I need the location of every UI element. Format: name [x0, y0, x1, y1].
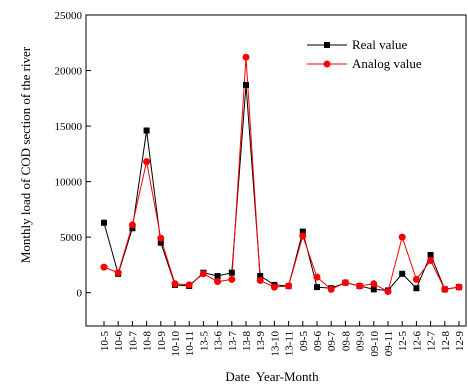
- analog-value-point: [185, 281, 193, 289]
- x-tick-label: 12-6: [411, 331, 423, 352]
- real-value-point: [299, 228, 306, 235]
- x-tick-label: 10-6: [113, 331, 125, 352]
- real-value-point: [143, 127, 150, 134]
- real-value-point: [101, 219, 107, 226]
- analog-value-point: [313, 273, 321, 281]
- x-tick-label: 09-6: [312, 331, 324, 352]
- y-tick-label: 10000: [55, 177, 83, 189]
- x-tick-label: 13-7: [227, 331, 239, 352]
- analog-value-point: [427, 256, 435, 264]
- analog-value-point: [285, 282, 293, 290]
- x-tick-label: 13-5: [198, 331, 210, 352]
- y-axis-label: Monthly load of COD section of the river: [18, 46, 33, 263]
- x-tick-label: 09-5: [298, 331, 310, 352]
- real-value-point: [157, 239, 164, 246]
- real-value-point: [314, 284, 320, 291]
- x-tick-label: 13-9: [255, 331, 267, 352]
- y-tick-label: 20000: [55, 66, 83, 78]
- analog-value-point: [228, 275, 236, 283]
- real-value-point: [413, 285, 420, 292]
- y-tick-label: 5000: [60, 232, 83, 244]
- analog-value-point: [256, 276, 264, 284]
- y-tick-label: 0: [77, 288, 83, 300]
- series-line-2: [103, 57, 460, 293]
- analog-value-point: [114, 269, 122, 277]
- y-tick-label: 15000: [55, 121, 83, 133]
- x-tick-label: 10-10: [170, 331, 182, 357]
- x-tick-label: 13-6: [213, 331, 225, 352]
- plot-frame: [85, 14, 467, 327]
- analog-value-point: [128, 221, 136, 229]
- series-lines: [103, 57, 460, 293]
- real-value-point: [257, 273, 264, 280]
- x-axis-label: Date Year-Month: [225, 369, 319, 384]
- x-tick-label: 12-9: [454, 331, 466, 352]
- y-axis: 0 5000 10000 15000 20000 25000: [55, 10, 91, 300]
- real-value-point: [228, 269, 235, 276]
- analog-value-point: [199, 270, 207, 278]
- analog-value-point: [270, 283, 278, 291]
- analog-value-point: [398, 233, 406, 241]
- series-line-1: [103, 84, 460, 292]
- real-value-point: [243, 81, 249, 88]
- analog-value-point: [327, 285, 335, 293]
- analog-value-point: [341, 279, 349, 287]
- analog-value-point: [143, 158, 151, 166]
- x-tick-label: 10-9: [156, 331, 168, 352]
- analog-value-point: [455, 283, 463, 291]
- legend: Real value Analog value: [307, 37, 422, 71]
- x-tick-label: 10-8: [142, 331, 154, 352]
- x-tick-label: 09-7: [326, 331, 338, 352]
- real-value-point: [399, 270, 406, 277]
- plot-border: [85, 14, 467, 327]
- x-tick-label: 09-11: [383, 331, 395, 356]
- analog-value-point: [384, 288, 392, 296]
- x-tick-label: 10-7: [127, 331, 139, 352]
- analog-value-point: [242, 53, 250, 61]
- x-tick-label: 09-10: [369, 331, 381, 357]
- analog-value-point: [157, 234, 165, 242]
- x-tick-label: 10-5: [99, 331, 111, 352]
- analog-value-point: [412, 275, 420, 283]
- analog-value-point: [100, 263, 108, 271]
- x-axis: 10-5 10-6 10-7 10-8 10-9 10-10 10-11 13-5 13-6 13…: [99, 321, 466, 357]
- x-tick-label: 12-8: [440, 331, 452, 352]
- analog-value-point: [214, 278, 222, 286]
- real-value-point: [427, 251, 434, 258]
- x-tick-label: 13-8: [241, 331, 253, 352]
- x-tick-label: 09-9: [355, 331, 367, 352]
- x-tick-label: 12-5: [397, 331, 409, 352]
- x-tick-label: 12-7: [426, 331, 438, 352]
- series-markers: [100, 53, 463, 296]
- legend-marker-circle: [323, 60, 331, 68]
- x-tick-label: 13-11: [284, 331, 296, 356]
- legend-marker-square: [324, 42, 330, 48]
- legend-label: Analog value: [352, 56, 422, 71]
- real-value-point: [214, 273, 221, 280]
- x-tick-label: 13-10: [269, 331, 281, 357]
- y-tick-label: 25000: [55, 10, 83, 22]
- analog-value-point: [171, 280, 179, 288]
- x-tick-label: 10-11: [184, 331, 196, 356]
- legend-label: Real value: [352, 37, 407, 52]
- analog-value-point: [441, 285, 449, 293]
- real-value-point: [370, 286, 377, 293]
- x-tick-label: 09-8: [340, 331, 352, 352]
- analog-value-point: [299, 232, 307, 240]
- analog-value-point: [370, 280, 378, 288]
- analog-value-point: [356, 282, 364, 290]
